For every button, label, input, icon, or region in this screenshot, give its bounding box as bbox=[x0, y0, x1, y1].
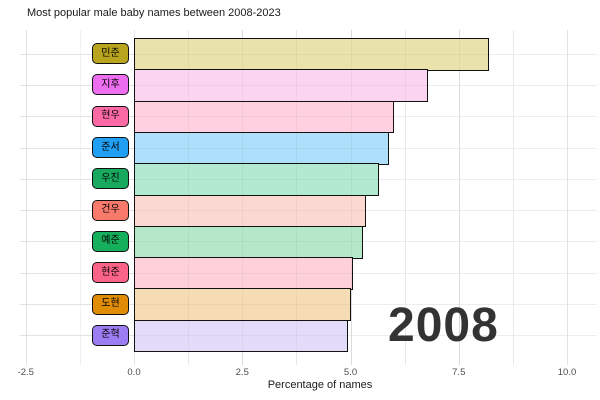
x-tick-label: 5.0 bbox=[343, 367, 358, 378]
bar bbox=[134, 38, 490, 71]
x-tick-label: 7.5 bbox=[452, 367, 466, 378]
chart-title: Most popular male baby names between 200… bbox=[27, 7, 281, 19]
bar bbox=[134, 225, 364, 259]
name-label: 예준 bbox=[92, 230, 129, 252]
gridline-major bbox=[567, 30, 568, 365]
name-label: 현준 bbox=[92, 262, 129, 284]
name-label: 현우 bbox=[92, 105, 129, 127]
bar bbox=[134, 319, 349, 353]
bar bbox=[134, 69, 429, 103]
gridline-minor bbox=[512, 30, 514, 365]
name-label: 우진 bbox=[92, 168, 129, 190]
name-label: 준서 bbox=[92, 137, 129, 159]
x-tick-label: 10.0 bbox=[557, 367, 577, 378]
bar bbox=[134, 194, 366, 228]
gridline-minor bbox=[404, 30, 406, 365]
name-label: 건우 bbox=[92, 199, 129, 221]
bar bbox=[134, 163, 379, 196]
name-label: 준혁 bbox=[92, 324, 129, 346]
bar bbox=[134, 131, 390, 165]
bar bbox=[134, 100, 394, 134]
name-label: 도현 bbox=[92, 293, 129, 315]
gridline-minor bbox=[79, 30, 81, 365]
bar bbox=[134, 257, 353, 290]
gridline-major bbox=[458, 30, 460, 365]
gridline-major bbox=[25, 30, 27, 365]
bar bbox=[134, 288, 351, 322]
year-annotation: 2008 bbox=[388, 299, 499, 352]
name-label: 민준 bbox=[92, 43, 129, 65]
x-tick-label: 2.5 bbox=[235, 367, 249, 378]
x-axis-title: Percentage of names bbox=[267, 379, 373, 391]
name-label: 지후 bbox=[92, 74, 129, 96]
x-tick-label: -2.5 bbox=[17, 367, 34, 378]
x-tick-label: 0.0 bbox=[127, 367, 141, 378]
